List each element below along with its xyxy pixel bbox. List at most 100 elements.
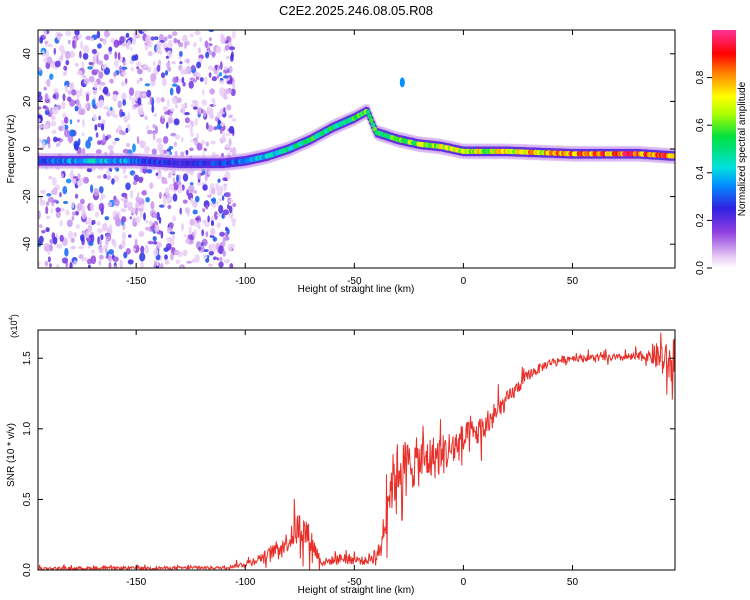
spectrogram-x-tick-label: 0 <box>461 276 467 287</box>
spectrogram-noise-cell <box>134 90 141 99</box>
spectrogram-noise-cell <box>210 228 215 236</box>
spectrogram-noise-cell <box>179 50 183 58</box>
spectrogram-noise-cell <box>114 51 118 60</box>
colorbar-ticks: 0.0 0.2 0.4 0.6 0.8 <box>695 70 712 275</box>
spectrogram-noise-cell <box>44 40 49 45</box>
spectrogram-noise-cell <box>207 65 214 71</box>
spectrogram-noise-cell <box>149 182 154 189</box>
spectrogram-noise-cell <box>129 189 134 199</box>
snr-y-tick-label: 0.0 <box>22 563 33 577</box>
spectrogram-noise-cell <box>121 231 127 241</box>
spectrogram-noise-cell <box>88 264 91 268</box>
spectrogram-noise-cell <box>209 37 212 42</box>
spectrogram-noise-cell <box>113 241 117 248</box>
spectrogram-noise-cell <box>218 261 224 268</box>
spectrogram-noise-cell <box>216 74 220 79</box>
snr-x-tick-label: -150 <box>126 577 146 588</box>
spectrogram-noise-cell <box>212 236 217 242</box>
spectrogram-noise-cell <box>180 137 184 143</box>
spectrogram-noise-cell <box>103 173 107 179</box>
spectrogram-noise-cell <box>232 30 236 39</box>
spectrogram-noise-cell <box>59 234 64 242</box>
spectrogram-noise-cell <box>232 84 236 89</box>
spectrogram-noise-cell <box>170 132 177 137</box>
spectrogram-noise-cell <box>216 200 219 206</box>
spectrogram-noise-cell <box>105 170 111 175</box>
spectrogram-noise-cell <box>146 89 152 98</box>
spectrogram-noise-cell <box>213 256 217 260</box>
spectrogram-noise-cell <box>211 187 216 195</box>
spectrogram-noise-cell <box>74 105 79 112</box>
spectrogram-noise-cell <box>172 177 176 183</box>
spectrogram-noise-cell <box>47 43 53 48</box>
spectrogram-noise-cell <box>38 210 41 220</box>
spectrogram-noise-cell <box>69 262 73 268</box>
spectrogram-noise-cell <box>76 203 83 212</box>
spectrogram-noise-cell <box>81 132 85 137</box>
spectrogram-noise-cell <box>125 248 131 255</box>
spectrogram-noise-cell <box>167 204 172 210</box>
spectrogram-noise-cell <box>94 69 100 73</box>
spectrogram-noise-cell <box>173 118 180 126</box>
spectrogram-noise-cell <box>189 218 195 226</box>
spectrogram-noise-cell <box>183 112 190 116</box>
spectrogram-noise-cell <box>102 133 106 142</box>
spectrogram-noise-cell <box>73 232 77 238</box>
spectrogram-noise-cell <box>107 201 113 208</box>
spectrogram-noise-cell <box>182 249 188 257</box>
spectrogram-noise-cell <box>159 204 165 208</box>
spectrogram-noise-cell <box>107 254 113 262</box>
snr-x-tick-label: 50 <box>567 577 579 588</box>
spectrogram-noise-cell <box>230 88 236 97</box>
spectrogram-noise-cell <box>45 215 51 220</box>
spectrogram-noise-cell <box>41 140 46 149</box>
spectrogram-noise-cell <box>222 177 228 182</box>
spectrogram-noise-cell <box>159 191 162 200</box>
spectrogram-noise-cell <box>205 204 209 210</box>
spectrogram-noise-cell <box>197 107 203 115</box>
spectrogram-noise-cell <box>222 131 226 139</box>
spectrogram-noise-cell <box>50 208 54 214</box>
spectrogram-noise-cell <box>97 43 102 49</box>
spectrogram-noise-cell <box>90 234 95 243</box>
spectrogram-noise-cell <box>226 104 232 111</box>
spectrogram-noise-cell <box>202 208 206 213</box>
spectrogram-x-tick-label: -150 <box>126 276 146 287</box>
spectrogram-noise-cell <box>94 124 98 131</box>
spectrogram-noise-cell <box>149 96 153 105</box>
spectrogram-noise-cell <box>51 177 57 186</box>
spectrogram-noise-cell <box>175 259 181 265</box>
spectrogram-noise-cell <box>165 187 170 196</box>
spectrogram-noise-cell <box>140 245 145 254</box>
spectrogram-noise-cell <box>172 193 178 202</box>
snr-x-tick-label: -100 <box>235 577 255 588</box>
spectrogram-noise-cell <box>137 208 144 212</box>
spectrogram-noise-cell <box>95 132 99 138</box>
spectrogram-noise-cell <box>98 246 105 254</box>
spectrogram-noise-cell <box>102 223 108 232</box>
spectrogram-noise-cell <box>175 104 178 109</box>
spectrogram-noise-cell <box>202 89 205 96</box>
spectrogram-noise-cell <box>103 106 109 110</box>
spectrogram-noise-cell <box>223 75 229 79</box>
spectrogram-noise-cell <box>44 93 49 101</box>
spectrogram-noise-cell <box>112 210 117 218</box>
spectrogram-noise-cell <box>203 147 207 152</box>
spectrogram-noise-cell <box>163 36 168 42</box>
spectrogram-noise-cell <box>196 133 200 140</box>
spectrogram-noise-cell <box>131 97 135 106</box>
spectrogram-noise-cell <box>131 36 136 46</box>
spectrogram-noise-cell <box>199 77 204 82</box>
spectrogram-noise-cell <box>190 197 194 204</box>
spectrogram-noise-cell <box>121 66 128 70</box>
spectrogram-noise-cell <box>164 259 170 265</box>
spectrogram-noise-cell <box>208 30 215 33</box>
snr-x-tick-label: -50 <box>347 577 362 588</box>
spectrogram-noise-cell <box>137 68 143 75</box>
spectrogram-noise-cell <box>156 259 159 267</box>
spectrogram-noise-cell <box>153 248 159 257</box>
spectrogram-noise-cell <box>43 243 50 247</box>
spectrogram-noise-cell <box>176 85 181 95</box>
spectrogram-noise-cell <box>123 115 129 123</box>
spectrogram-noise-cell <box>223 95 228 100</box>
